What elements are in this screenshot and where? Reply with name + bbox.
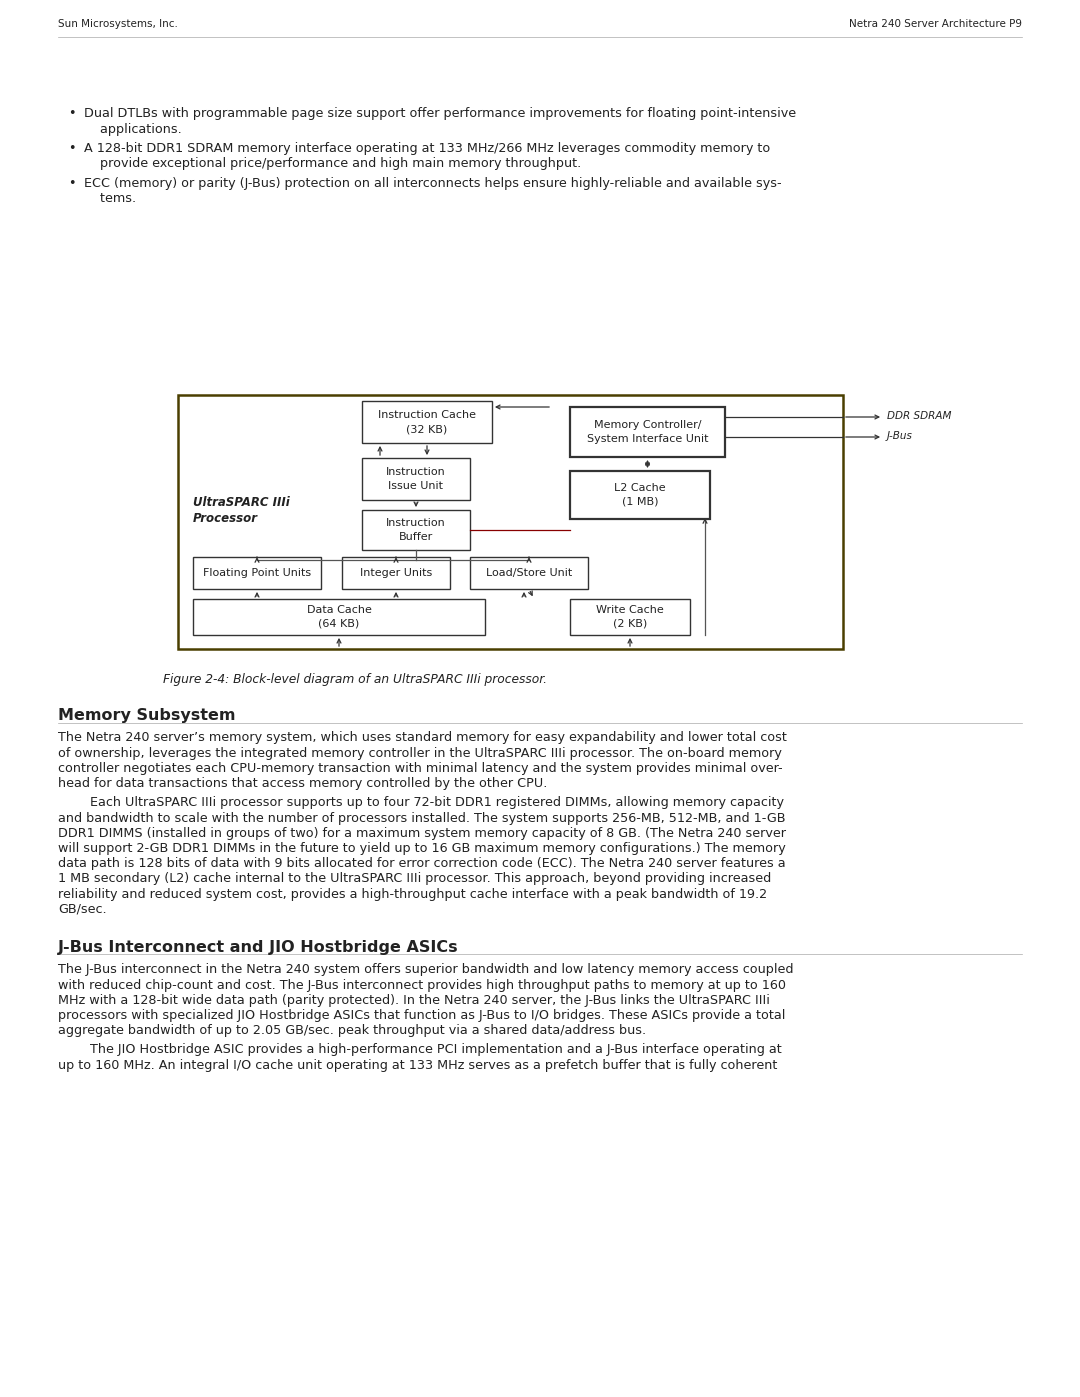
Text: of ownership, leverages the integrated memory controller in the UltraSPARC IIIi : of ownership, leverages the integrated m… <box>58 747 782 760</box>
Text: Figure 2-4: Block-level diagram of an UltraSPARC IIIi processor.: Figure 2-4: Block-level diagram of an Ul… <box>163 673 546 686</box>
Text: Write Cache: Write Cache <box>596 605 664 615</box>
Text: tems.: tems. <box>84 193 136 205</box>
Bar <box>570 471 710 520</box>
Text: J-Bus Interconnect and JIO Hostbridge ASICs: J-Bus Interconnect and JIO Hostbridge AS… <box>58 940 459 956</box>
Text: controller negotiates each CPU-memory transaction with minimal latency and the s: controller negotiates each CPU-memory tr… <box>58 761 783 775</box>
Text: up to 160 MHz. An integral I/O cache unit operating at 133 MHz serves as a prefe: up to 160 MHz. An integral I/O cache uni… <box>58 1059 778 1071</box>
Text: The Netra 240 server’s memory system, which uses standard memory for easy expand: The Netra 240 server’s memory system, wh… <box>58 732 787 745</box>
Text: Instruction: Instruction <box>387 467 446 476</box>
Text: •: • <box>68 108 76 120</box>
Text: Memory Controller/: Memory Controller/ <box>594 420 701 430</box>
Text: provide exceptional price/performance and high main memory throughput.: provide exceptional price/performance an… <box>84 158 581 170</box>
Text: UltraSPARC IIIi: UltraSPARC IIIi <box>193 496 289 509</box>
Text: ECC (memory) or parity (J-Bus) protection on all interconnects helps ensure high: ECC (memory) or parity (J-Bus) protectio… <box>84 177 782 190</box>
Text: Floating Point Units: Floating Point Units <box>203 569 311 578</box>
Bar <box>470 557 588 590</box>
Bar <box>362 401 492 443</box>
Bar <box>362 458 470 500</box>
Text: Instruction Cache: Instruction Cache <box>378 409 476 420</box>
Text: Data Cache: Data Cache <box>307 605 372 615</box>
Text: Instruction: Instruction <box>387 518 446 528</box>
Text: •: • <box>68 177 76 190</box>
Text: The J-Bus interconnect in the Netra 240 system offers superior bandwidth and low: The J-Bus interconnect in the Netra 240 … <box>58 964 794 977</box>
Text: Processor: Processor <box>193 511 258 524</box>
Text: MHz with a 128-bit wide data path (parity protected). In the Netra 240 server, t: MHz with a 128-bit wide data path (parit… <box>58 993 770 1007</box>
Text: The JIO Hostbridge ASIC provides a high-performance PCI implementation and a J-B: The JIO Hostbridge ASIC provides a high-… <box>58 1044 782 1056</box>
Bar <box>193 557 321 590</box>
Text: Buffer: Buffer <box>399 532 433 542</box>
Bar <box>570 407 725 457</box>
Text: aggregate bandwidth of up to 2.05 GB/sec. peak throughput via a shared data/addr: aggregate bandwidth of up to 2.05 GB/sec… <box>58 1024 646 1037</box>
Text: reliability and reduced system cost, provides a high-throughput cache interface : reliability and reduced system cost, pro… <box>58 887 767 901</box>
Text: Sun Microsystems, Inc.: Sun Microsystems, Inc. <box>58 20 178 29</box>
Text: System Interface Unit: System Interface Unit <box>586 434 708 444</box>
Text: A 128-bit DDR1 SDRAM memory interface operating at 133 MHz/266 MHz leverages com: A 128-bit DDR1 SDRAM memory interface op… <box>84 142 770 155</box>
Text: Integer Units: Integer Units <box>360 569 432 578</box>
Bar <box>362 510 470 550</box>
Text: processors with specialized JIO Hostbridge ASICs that function as J-Bus to I/O b: processors with specialized JIO Hostbrid… <box>58 1009 785 1023</box>
Text: Issue Unit: Issue Unit <box>389 481 444 490</box>
Bar <box>178 395 843 650</box>
Text: Memory Subsystem: Memory Subsystem <box>58 708 235 724</box>
Text: head for data transactions that access memory controlled by the other CPU.: head for data transactions that access m… <box>58 777 548 791</box>
Text: Load/Store Unit: Load/Store Unit <box>486 569 572 578</box>
Text: with reduced chip-count and cost. The J-Bus interconnect provides high throughpu: with reduced chip-count and cost. The J-… <box>58 979 786 992</box>
Text: •: • <box>68 142 76 155</box>
Text: Dual DTLBs with programmable page size support offer performance improvements fo: Dual DTLBs with programmable page size s… <box>84 108 796 120</box>
Text: DDR SDRAM: DDR SDRAM <box>887 411 951 420</box>
Bar <box>193 599 485 636</box>
Text: (64 KB): (64 KB) <box>319 619 360 629</box>
Text: will support 2-GB DDR1 DIMMs in the future to yield up to 16 GB maximum memory c: will support 2-GB DDR1 DIMMs in the futu… <box>58 842 786 855</box>
Text: data path is 128 bits of data with 9 bits allocated for error correction code (E: data path is 128 bits of data with 9 bit… <box>58 858 785 870</box>
Text: L2 Cache: L2 Cache <box>615 483 665 493</box>
Text: (2 KB): (2 KB) <box>612 619 647 629</box>
Text: and bandwidth to scale with the number of processors installed. The system suppo: and bandwidth to scale with the number o… <box>58 812 785 824</box>
Text: Netra 240 Server Architecture P9: Netra 240 Server Architecture P9 <box>849 20 1022 29</box>
Text: 1 MB secondary (L2) cache internal to the UltraSPARC IIIi processor. This approa: 1 MB secondary (L2) cache internal to th… <box>58 872 771 886</box>
Text: DDR1 DIMMS (installed in groups of two) for a maximum system memory capacity of : DDR1 DIMMS (installed in groups of two) … <box>58 827 786 840</box>
Text: applications.: applications. <box>84 123 181 136</box>
Bar <box>342 557 450 590</box>
Text: (1 MB): (1 MB) <box>622 497 658 507</box>
Text: (32 KB): (32 KB) <box>406 425 447 434</box>
Text: Each UltraSPARC IIIi processor supports up to four 72-bit DDR1 registered DIMMs,: Each UltraSPARC IIIi processor supports … <box>58 796 784 809</box>
Text: GB/sec.: GB/sec. <box>58 902 107 915</box>
Text: J-Bus: J-Bus <box>887 432 913 441</box>
Bar <box>570 599 690 636</box>
